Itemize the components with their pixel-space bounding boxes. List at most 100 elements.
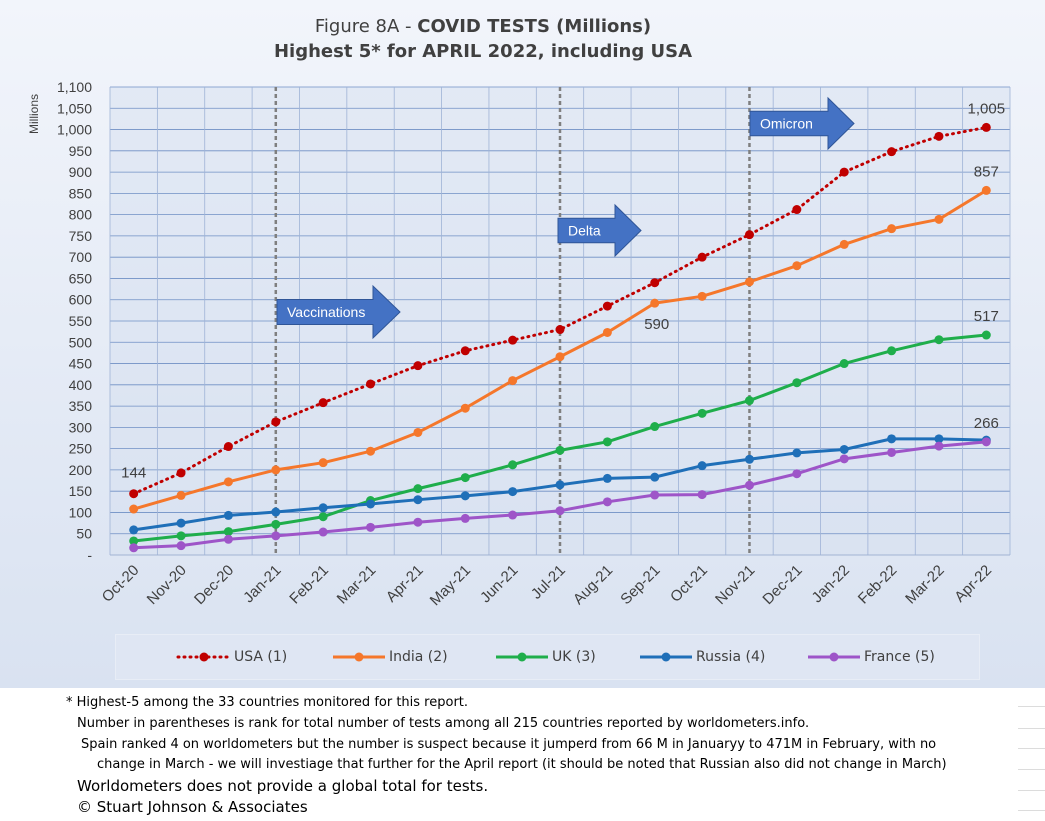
x-tick-label: Oct-20 (99, 562, 143, 606)
data-point (934, 441, 944, 451)
footnote-1: * Highest-5 among the 33 countries monit… (66, 695, 469, 710)
y-tick-label: 300 (69, 419, 93, 435)
chart-title-bold: COVID TESTS (Millions) (417, 16, 652, 37)
y-tick-label: 1,050 (57, 100, 92, 116)
x-tick-label: Oct-21 (667, 562, 711, 606)
x-tick-label: Feb-22 (855, 562, 901, 608)
data-point (318, 398, 328, 408)
data-point (366, 379, 376, 389)
data-point (271, 465, 281, 475)
data-point (366, 522, 376, 532)
chart-subtitle: Highest 5* for APRIL 2022, including USA (273, 41, 693, 62)
data-point (697, 490, 707, 500)
data-point (887, 147, 897, 157)
data-point (839, 454, 849, 464)
event-arrow (276, 284, 401, 340)
data-point (650, 278, 660, 288)
data-point (223, 534, 233, 544)
y-tick-label: 1,000 (57, 122, 92, 138)
data-point (318, 527, 328, 537)
legend-label: USA (1) (234, 649, 288, 665)
data-point (460, 403, 470, 413)
y-axis-label: Millions (27, 94, 41, 134)
data-point (934, 335, 944, 345)
data-point (555, 506, 565, 516)
data-point (271, 507, 281, 517)
data-point (413, 484, 423, 494)
legend-swatch (333, 652, 385, 662)
legend-item: India (2) (331, 635, 448, 679)
data-point (129, 489, 139, 499)
data-point (887, 224, 897, 234)
data-point (792, 448, 802, 458)
event-label: Delta (568, 223, 601, 239)
data-point (460, 491, 470, 501)
y-tick-label: 900 (69, 164, 93, 180)
x-tick-label: Aug-21 (570, 562, 616, 608)
chart-title-prefix: Figure 8A - (314, 16, 418, 37)
event-label: Vaccinations (287, 304, 365, 320)
x-tick-label: May-21 (427, 562, 474, 609)
footnote-2: Number in parentheses is rank for total … (77, 716, 810, 731)
y-tick-label: 850 (69, 185, 93, 201)
data-point (602, 473, 612, 483)
footnote-copyright: © Stuart Johnson & Associates (77, 798, 308, 816)
data-point (934, 131, 944, 141)
legend-label: France (5) (864, 649, 935, 665)
data-point (650, 490, 660, 500)
data-point (176, 531, 186, 541)
y-tick-label: 150 (69, 483, 93, 499)
y-tick-label: 950 (69, 143, 93, 159)
data-point (508, 376, 518, 386)
data-point (271, 519, 281, 529)
data-point (129, 536, 139, 546)
data-point (223, 527, 233, 537)
y-tick-label: 450 (69, 356, 93, 372)
data-point (366, 499, 376, 509)
x-tick-label: Jan-21 (240, 562, 284, 606)
data-label: 517 (974, 308, 999, 325)
data-point (839, 359, 849, 369)
legend-label: India (2) (389, 649, 448, 665)
x-tick-label: Dec-20 (191, 562, 237, 608)
data-label: 144 (121, 465, 146, 482)
data-point (223, 442, 233, 452)
data-point (176, 541, 186, 551)
legend-item: USA (1) (176, 635, 287, 679)
data-point (934, 434, 944, 444)
data-point (934, 214, 944, 224)
data-point (223, 477, 233, 487)
y-tick-label: 750 (69, 228, 93, 244)
y-tick-label: 200 (69, 462, 93, 478)
x-tick-label: Nov-21 (712, 562, 758, 608)
data-point (981, 122, 991, 132)
data-point (981, 185, 991, 195)
data-point (744, 396, 754, 406)
y-tick-label: 50 (76, 526, 92, 542)
data-point (555, 352, 565, 362)
y-tick-label: 350 (69, 398, 93, 414)
y-tick-label: 500 (69, 334, 93, 350)
x-tick-label: Nov-20 (144, 562, 190, 608)
data-point (744, 277, 754, 287)
x-tick-label: Dec-21 (759, 562, 805, 608)
data-point (271, 417, 281, 427)
legend-swatch (808, 652, 860, 662)
data-label: 266 (974, 415, 999, 432)
x-tick-label: Jan-22 (809, 562, 853, 606)
data-point (744, 230, 754, 240)
data-point (839, 167, 849, 177)
data-point (650, 422, 660, 432)
y-tick-label: - (87, 547, 92, 563)
data-point (697, 252, 707, 262)
data-point (318, 512, 328, 522)
y-tick-label: 650 (69, 270, 93, 286)
data-point (413, 517, 423, 527)
data-point (792, 261, 802, 271)
chart-title: Figure 8A - COVID TESTS (Millions) (0, 16, 966, 37)
data-label: 1,005 (968, 100, 1006, 117)
data-point (366, 446, 376, 456)
legend-item: UK (3) (494, 635, 596, 679)
data-label: 590 (644, 316, 669, 333)
y-tick-label: 100 (69, 504, 93, 520)
